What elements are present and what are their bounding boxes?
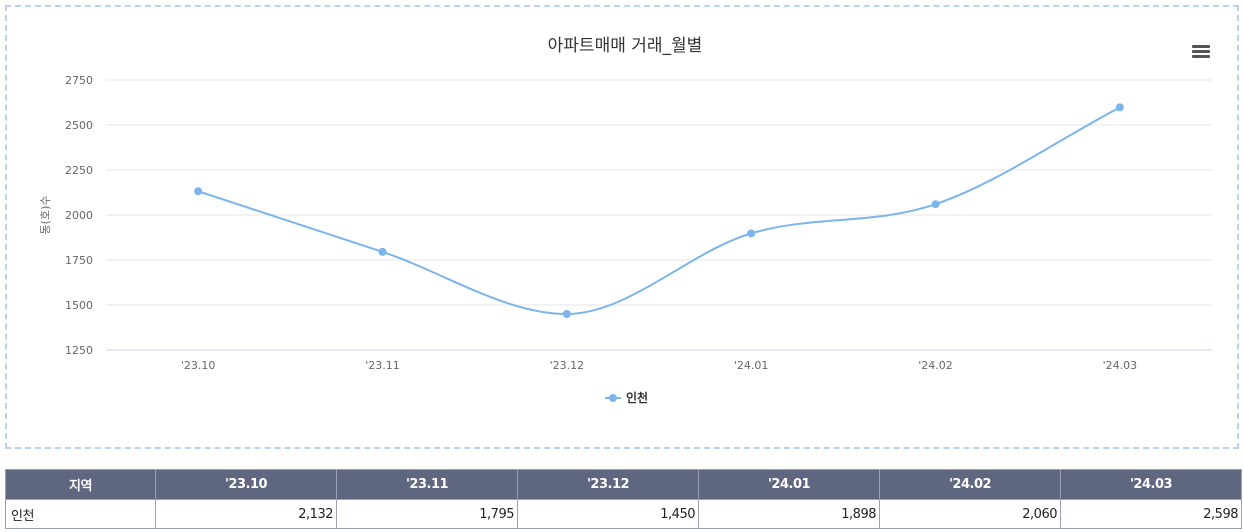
y-tick-label: 1250: [65, 344, 93, 357]
line-chart: 아파트매매 거래_월별 1250 1500 1750 2000 2250 2500 2750 동…: [39, 36, 1212, 405]
header-month: '23.12: [517, 469, 699, 500]
chart-container: 아파트매매 거래_월별 1250 1500 1750 2000 2250 2500 2750 동…: [5, 5, 1239, 449]
hamburger-menu-icon[interactable]: [1192, 45, 1210, 59]
y-tick-label: 2750: [65, 74, 93, 87]
data-point: [562, 310, 571, 318]
data-point: [747, 229, 756, 238]
x-tick-label: '23.10: [181, 359, 216, 372]
legend-label: 인천: [626, 390, 648, 405]
row-value: 2,060: [879, 499, 1061, 529]
header-month: '24.02: [879, 469, 1061, 500]
series-line: [197, 106, 1121, 316]
data-point: [1115, 103, 1124, 112]
row-region: 인천: [5, 499, 156, 529]
header-month: '24.03: [1060, 469, 1242, 500]
y-tick-label: 2000: [65, 209, 93, 222]
chart-title: 아파트매매 거래_월별: [548, 36, 703, 56]
row-value: 1,898: [698, 499, 880, 529]
data-point: [931, 200, 940, 209]
y-tick-label: 2250: [65, 164, 93, 177]
table-header-row: 지역 '23.10 '23.11 '23.12 '24.01 '24.02 '2…: [5, 469, 1242, 500]
row-value: 2,132: [155, 499, 337, 529]
x-tick-label: '23.11: [365, 359, 400, 372]
legend-marker: [609, 394, 617, 402]
x-tick-label: '23.12: [550, 359, 585, 372]
data-point: [378, 247, 387, 256]
row-value: 1,450: [517, 499, 699, 529]
data-point: [194, 187, 203, 196]
header-month: '23.10: [155, 469, 337, 500]
header-month: '23.11: [336, 469, 518, 500]
x-tick-label: '24.03: [1103, 359, 1138, 372]
x-tick-label: '24.02: [918, 359, 953, 372]
data-table: 지역 '23.10 '23.11 '23.12 '24.01 '24.02 '2…: [5, 469, 1242, 529]
row-value: 1,795: [336, 499, 518, 529]
y-tick-label: 1500: [65, 299, 93, 312]
y-tick-label: 2500: [65, 119, 93, 132]
table-row: 인천 2,132 1,795 1,450 1,898 2,060 2,598: [5, 499, 1242, 529]
header-month: '24.01: [698, 469, 880, 500]
y-tick-label: 1750: [65, 254, 93, 267]
row-value: 2,598: [1060, 499, 1242, 529]
y-axis-label: 동(호)수: [39, 196, 52, 235]
x-tick-label: '24.01: [734, 359, 769, 372]
header-region: 지역: [5, 469, 156, 500]
